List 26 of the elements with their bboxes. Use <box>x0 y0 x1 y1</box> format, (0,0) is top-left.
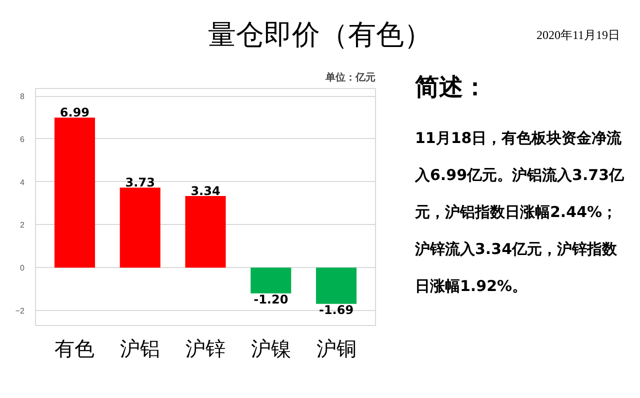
y-tick-label: −2 <box>15 306 26 316</box>
text: 11月18日，有色板块资金净流入6.99亿元。沪铝流入3.73亿元，沪铝指数日涨幅2.44%；沪锌流入3.34亿元，沪锌指数日涨幅1.92%。 <box>415 129 624 295</box>
y-tick-label: 6 <box>20 134 26 144</box>
y-tick-label: 8 <box>20 92 26 102</box>
text: 简述： <box>415 72 487 103</box>
x-tick-label: 有色 <box>54 336 95 360</box>
bar <box>316 268 357 304</box>
data-label: -1.20 <box>254 292 288 306</box>
x-tick-label: 沪铜 <box>316 336 356 360</box>
y-tick-label: 4 <box>20 178 26 187</box>
data-label: 3.73 <box>125 176 155 190</box>
bar <box>54 118 95 268</box>
data-label: 3.34 <box>190 184 220 198</box>
chart-subtitle: 单位：亿元 <box>324 72 376 84</box>
text: 2020年11月19日 <box>536 27 620 44</box>
y-tick-label: 2 <box>20 220 26 230</box>
chart-title: 量仓即价（有色） <box>208 17 432 53</box>
data-label: -1.69 <box>318 302 354 317</box>
data-label: 6.99 <box>60 106 90 120</box>
x-tick-label: 沪锌 <box>186 336 226 360</box>
bar <box>185 196 226 268</box>
x-tick-label: 沪铝 <box>120 336 160 360</box>
bar <box>120 188 160 268</box>
x-tick-label: 沪镍 <box>250 336 291 360</box>
y-tick-label: 0 <box>20 264 26 273</box>
bar <box>250 268 292 294</box>
